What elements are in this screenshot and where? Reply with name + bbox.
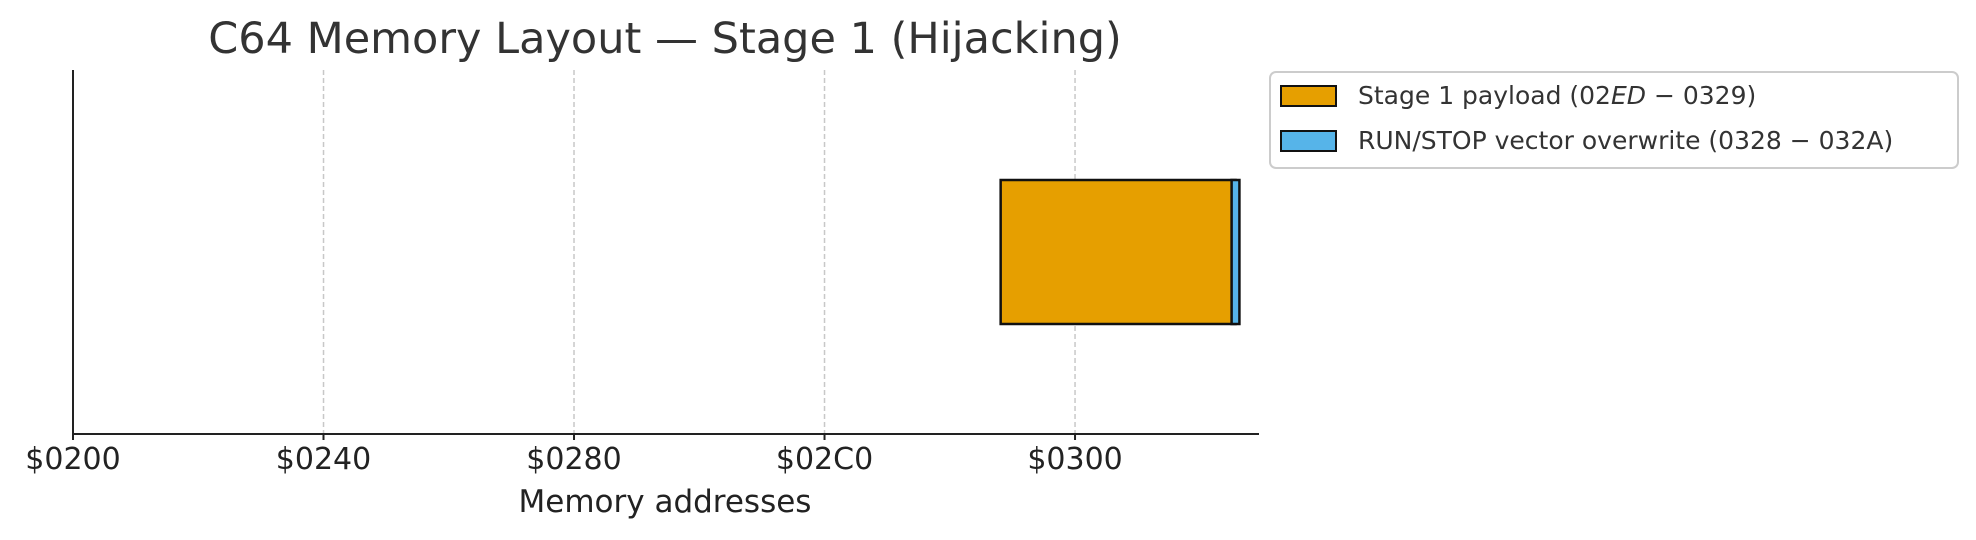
chart-title: C64 Memory Layout — Stage 1 (Hijacking) [208,14,1122,64]
x-tick-label: $0280 [526,442,621,477]
bar-runstop-vector [1230,178,1241,326]
legend-swatch-payload [1280,85,1337,107]
legend-label-runstop: RUN/STOP vector overwrite (0328 − 032A) [1358,126,1893,155]
grid-lines [322,70,1076,434]
x-tick-label: $0200 [25,442,120,477]
x-tick-label: $02C0 [776,442,873,477]
x-tick-label: $0300 [1027,442,1122,477]
x-axis-label: Memory addresses [519,484,812,520]
legend-frame [1269,71,1959,169]
x-ticks: $0200 $0240 $0280 $02C0 $0300 [25,434,1123,477]
legend-label-payload: Stage 1 payload (02ED − 0329) [1358,81,1756,110]
bars [999,178,1241,326]
legend: Stage 1 payload (02ED − 0329) RUN/STOP v… [1269,71,1959,169]
x-tick-label: $0240 [276,442,371,477]
legend-swatch-runstop [1280,130,1337,152]
bar-stage1-payload [999,178,1237,326]
